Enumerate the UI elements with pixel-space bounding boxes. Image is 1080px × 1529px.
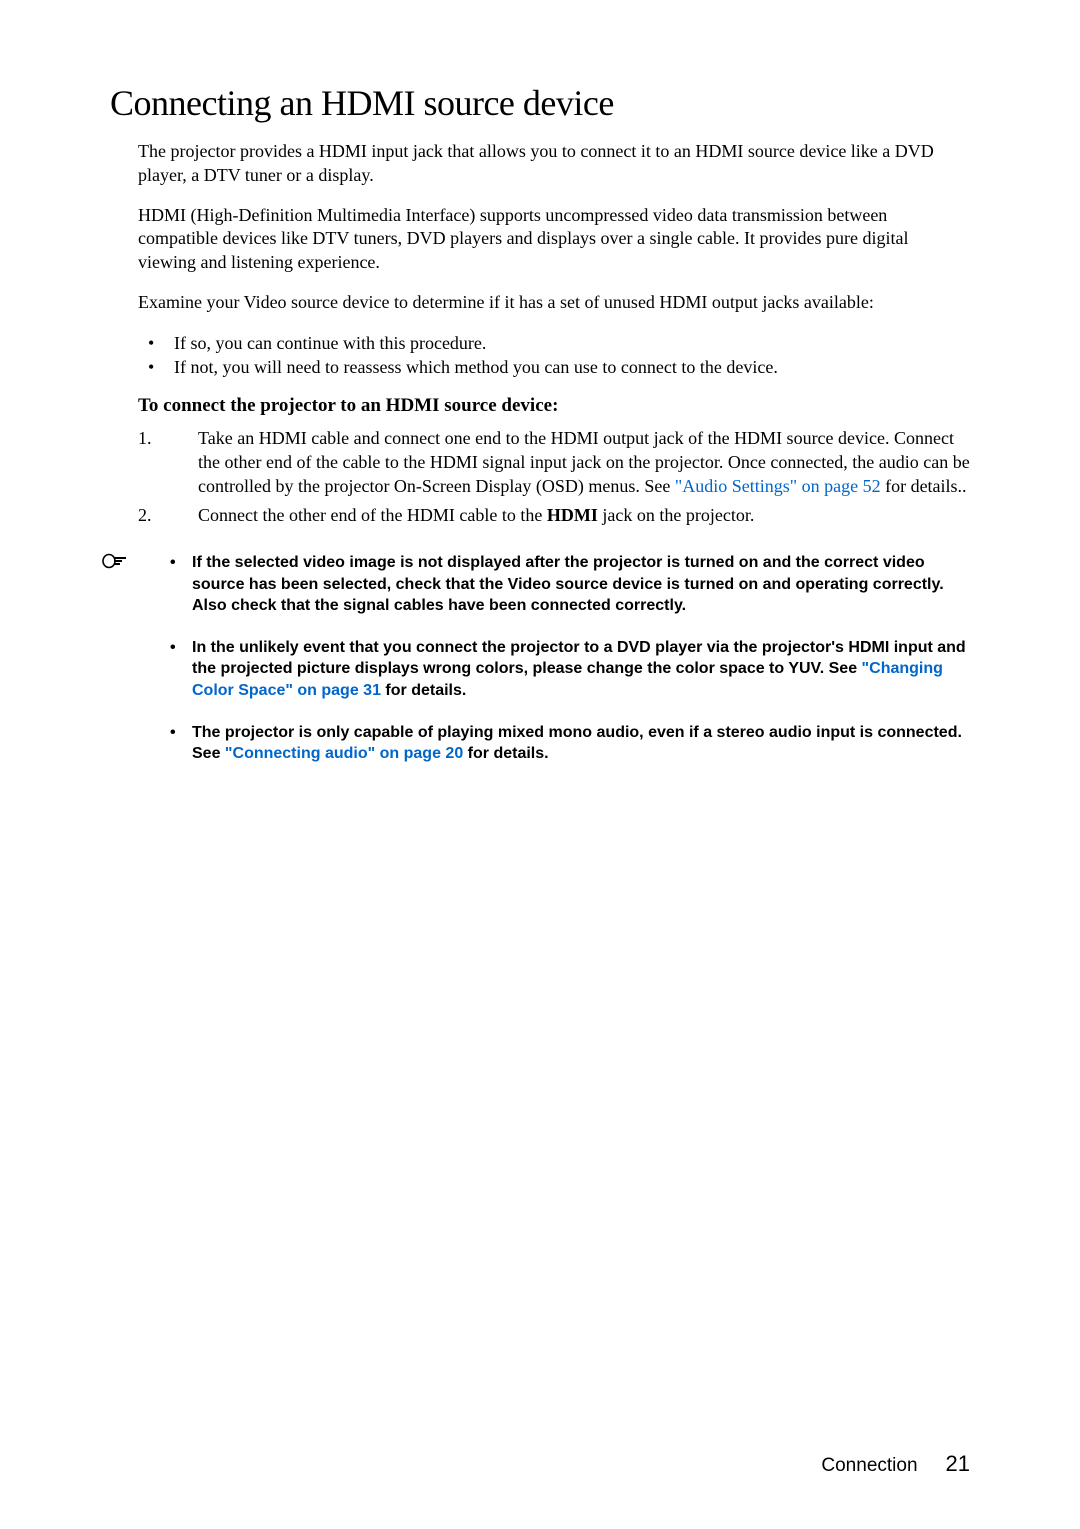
note-text-post: for details. <box>463 745 548 762</box>
note-item: If the selected video image is not displ… <box>138 552 970 617</box>
footer-page-number: 21 <box>946 1451 970 1476</box>
page-footer: Connection 21 <box>821 1451 970 1477</box>
note-text: In the unlikely event that you connect t… <box>192 639 966 678</box>
step-item: 1. Take an HDMI cable and connect one en… <box>138 427 970 498</box>
step-item: 2. Connect the other end of the HDMI cab… <box>138 504 970 528</box>
procedure-subheading: To connect the projector to an HDMI sour… <box>138 395 970 417</box>
step-text-post: jack on the projector. <box>598 505 754 525</box>
procedure-steps: 1. Take an HDMI cable and connect one en… <box>138 427 970 528</box>
intro-paragraph-2: HDMI (High-Definition Multimedia Interfa… <box>138 204 970 275</box>
note-item: The projector is only capable of playing… <box>138 722 970 765</box>
hdmi-label: HDMI <box>547 505 598 525</box>
note-text-post: for details. <box>381 682 466 699</box>
intro-paragraph-3: Examine your Video source device to dete… <box>138 291 970 315</box>
footer-section-name: Connection <box>821 1455 917 1476</box>
note-hand-icon <box>102 552 132 570</box>
bullet-item: If not, you will need to reassess which … <box>138 355 970 379</box>
step-text: Connect the other end of the HDMI cable … <box>198 505 547 525</box>
intro-paragraph-1: The projector provides a HDMI input jack… <box>138 140 970 188</box>
audio-settings-link[interactable]: "Audio Settings" on page 52 <box>675 476 881 496</box>
note-list: If the selected video image is not displ… <box>138 552 970 765</box>
connecting-audio-link[interactable]: "Connecting audio" on page 20 <box>225 745 463 762</box>
step-number: 2. <box>138 504 152 528</box>
availability-bullets: If so, you can continue with this proced… <box>138 331 970 380</box>
step-text-post: for details.. <box>881 476 967 496</box>
page-title: Connecting an HDMI source device <box>110 82 970 124</box>
note-section: If the selected video image is not displ… <box>138 552 970 765</box>
bullet-item: If so, you can continue with this proced… <box>138 331 970 355</box>
step-number: 1. <box>138 427 152 451</box>
note-item: In the unlikely event that you connect t… <box>138 637 970 702</box>
